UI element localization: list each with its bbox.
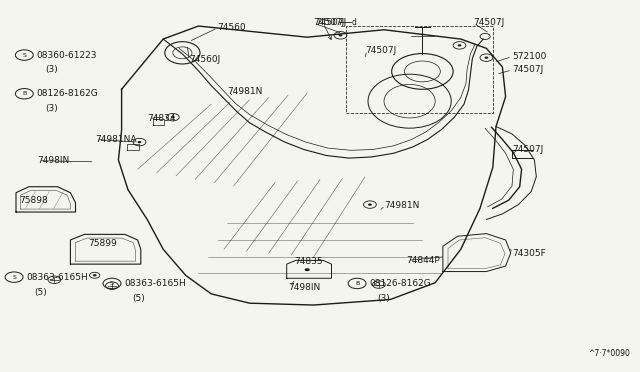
- Text: 74507J: 74507J: [512, 145, 543, 154]
- Text: B: B: [22, 91, 26, 96]
- Circle shape: [484, 57, 488, 59]
- Text: S: S: [12, 275, 16, 280]
- Text: 74507J: 74507J: [512, 65, 543, 74]
- Text: 08363-6165H: 08363-6165H: [124, 279, 186, 288]
- Text: 74981NA: 74981NA: [95, 135, 136, 144]
- Text: S: S: [110, 281, 114, 286]
- Text: (3): (3): [378, 294, 390, 303]
- Text: 74981N: 74981N: [384, 201, 419, 210]
- Circle shape: [138, 141, 141, 143]
- Text: 75898: 75898: [19, 196, 48, 205]
- Circle shape: [368, 203, 372, 206]
- Text: (5): (5): [35, 288, 47, 296]
- Circle shape: [458, 44, 461, 46]
- Text: 7498IN: 7498IN: [37, 156, 69, 165]
- Text: 7498IN: 7498IN: [288, 283, 320, 292]
- Text: S: S: [22, 52, 26, 58]
- Text: (3): (3): [45, 104, 58, 113]
- Circle shape: [93, 274, 97, 276]
- Text: 74981N: 74981N: [227, 87, 262, 96]
- Text: 08363-6165H: 08363-6165H: [26, 273, 88, 282]
- Text: 08360-61223: 08360-61223: [36, 51, 97, 60]
- Text: 08126-8162G: 08126-8162G: [369, 279, 431, 288]
- Text: 74834: 74834: [147, 114, 176, 123]
- Text: (5): (5): [132, 294, 145, 303]
- Text: 74560J: 74560J: [189, 55, 220, 64]
- Text: 74305F: 74305F: [512, 249, 546, 258]
- Text: 74507J: 74507J: [314, 18, 345, 27]
- Text: 08126-8162G: 08126-8162G: [36, 89, 98, 98]
- Text: B: B: [355, 281, 359, 286]
- Text: 74507J: 74507J: [365, 46, 396, 55]
- Text: 572100: 572100: [512, 52, 547, 61]
- Text: 74844P: 74844P: [406, 256, 440, 265]
- Circle shape: [339, 34, 342, 36]
- Text: 75899: 75899: [88, 239, 117, 248]
- Text: 74835: 74835: [294, 257, 323, 266]
- Text: d: d: [352, 18, 357, 27]
- Circle shape: [171, 116, 175, 118]
- Circle shape: [305, 268, 310, 271]
- Text: 74507J: 74507J: [315, 18, 346, 27]
- Text: ^7·7*0090: ^7·7*0090: [589, 349, 630, 358]
- Text: 74507J: 74507J: [474, 18, 505, 27]
- Text: (3): (3): [45, 65, 58, 74]
- Text: 74560: 74560: [218, 23, 246, 32]
